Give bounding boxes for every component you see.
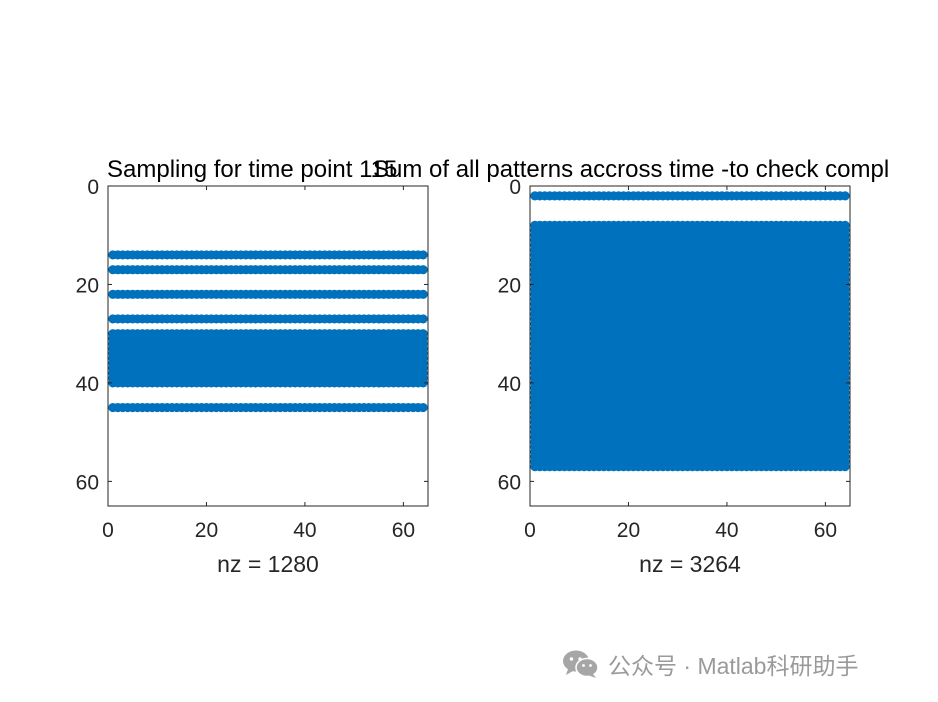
y-tick-label: 20 (76, 274, 99, 297)
data-point (840, 462, 850, 472)
y-tick-label: 60 (76, 471, 99, 494)
y-tick-label: 20 (498, 274, 521, 297)
markers (530, 191, 850, 472)
plot-title-2: Sum of all patterns accross time -to che… (373, 156, 889, 183)
x-axis-label: nz = 3264 (639, 551, 741, 577)
axes-frame (107, 185, 429, 507)
data-point (418, 378, 428, 388)
data-point (418, 402, 428, 413)
data-point (418, 265, 428, 275)
y-tick-label: 40 (76, 373, 99, 396)
data-point (418, 289, 428, 299)
x-tick-label: 60 (392, 519, 415, 542)
x-tick-label: 40 (293, 519, 316, 542)
markers (108, 250, 428, 413)
data-point (418, 314, 428, 324)
y-tick-label: 60 (498, 471, 521, 494)
spy-plot-1: 0 20 40 60 0 20 40 60 nz = 1280 (76, 176, 429, 577)
watermark: 公众号 · Matlab科研助手 (562, 646, 858, 682)
data-point (840, 191, 850, 201)
x-tick-label: 0 (102, 519, 114, 542)
x-tick-label: 40 (715, 519, 738, 542)
y-tick-label: 0 (87, 176, 99, 199)
x-tick-label: 0 (524, 519, 536, 542)
x-tick-label: 20 (617, 519, 640, 542)
data-point (418, 250, 428, 260)
watermark-text: 公众号 · Matlab科研助手 (608, 653, 859, 679)
plot-title-1: Sampling for time point 115 (107, 156, 397, 183)
x-tick-label: 20 (195, 519, 218, 542)
y-tick-label: 40 (498, 373, 521, 396)
x-tick-label: 60 (814, 519, 837, 542)
wechat-icon (563, 650, 599, 678)
x-axis-label: nz = 1280 (217, 551, 319, 577)
